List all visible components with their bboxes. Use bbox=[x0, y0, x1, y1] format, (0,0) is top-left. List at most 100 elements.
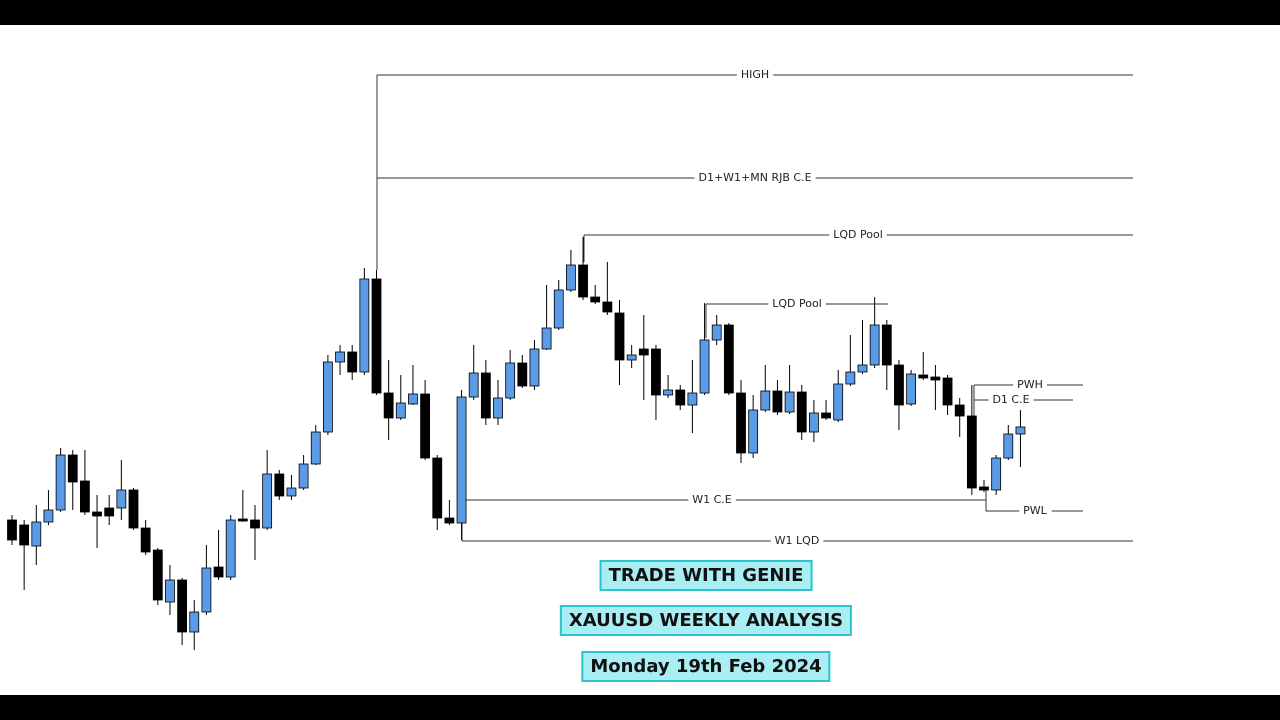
level-label: D1 C.E bbox=[992, 393, 1029, 406]
candle-body bbox=[1003, 433, 1014, 459]
candle-body bbox=[237, 518, 248, 522]
candle-body bbox=[335, 351, 345, 363]
candle-body bbox=[19, 524, 30, 546]
candle-body bbox=[383, 392, 394, 419]
candle-body bbox=[201, 567, 212, 613]
candle-body bbox=[687, 392, 698, 406]
candle-body bbox=[395, 402, 406, 419]
candle-body bbox=[165, 579, 175, 603]
candle-body bbox=[796, 391, 807, 433]
level-label-bg bbox=[736, 68, 774, 81]
level-label: LQD Pool bbox=[772, 297, 822, 310]
candle-body bbox=[663, 389, 673, 396]
candle-body bbox=[493, 397, 503, 419]
candle-body bbox=[578, 264, 588, 298]
candle-body bbox=[772, 390, 783, 413]
candle-body bbox=[213, 566, 224, 578]
top-bar bbox=[0, 0, 1280, 25]
bottom-bar bbox=[0, 695, 1280, 720]
banner: TRADE WITH GENIE bbox=[599, 560, 813, 591]
level-label: PWL bbox=[1023, 504, 1048, 517]
candle-body bbox=[553, 289, 564, 329]
level-label-bg bbox=[1019, 504, 1052, 517]
candle-body bbox=[116, 489, 127, 509]
level-label: LQD Pool bbox=[833, 228, 883, 241]
candle-body bbox=[347, 351, 358, 373]
banner: XAUUSD WEEKLY ANALYSIS bbox=[559, 605, 853, 636]
candle-body bbox=[55, 454, 66, 511]
candle-body bbox=[456, 396, 467, 524]
candle-body bbox=[651, 348, 661, 396]
candle-body bbox=[930, 376, 941, 381]
candle-body bbox=[541, 327, 552, 350]
candle-body bbox=[991, 457, 1002, 491]
candle-body bbox=[590, 296, 601, 303]
candle-body bbox=[833, 383, 844, 421]
candle-body bbox=[602, 301, 613, 313]
candle-body bbox=[918, 374, 929, 379]
candle-body bbox=[675, 389, 686, 406]
candle-body bbox=[723, 324, 734, 394]
candle-body bbox=[942, 377, 953, 406]
candle-body bbox=[614, 312, 625, 361]
candle-body bbox=[638, 348, 649, 356]
candle-body bbox=[954, 404, 965, 417]
candle-body bbox=[966, 415, 977, 489]
candle-body bbox=[748, 409, 759, 454]
candle-body bbox=[177, 579, 188, 633]
level-label-bg bbox=[770, 534, 824, 547]
candle-body bbox=[480, 372, 491, 419]
candle-body bbox=[821, 412, 831, 419]
candle-body bbox=[371, 278, 382, 394]
candle-body bbox=[809, 412, 819, 433]
candle-body bbox=[444, 517, 455, 524]
candle-body bbox=[7, 519, 17, 541]
candle-body bbox=[566, 264, 576, 291]
candle-body bbox=[310, 431, 321, 465]
level-label-bg bbox=[688, 493, 736, 506]
candle-body bbox=[979, 486, 989, 491]
level-label: W1 LQD bbox=[775, 534, 820, 547]
candle-body bbox=[699, 339, 710, 394]
candle-body bbox=[517, 362, 528, 387]
candle-body bbox=[906, 373, 916, 405]
candle-body bbox=[189, 611, 200, 633]
candle-body bbox=[845, 371, 856, 385]
candle-body bbox=[626, 354, 637, 361]
candle-body bbox=[92, 511, 102, 517]
level-label-bg bbox=[694, 171, 816, 184]
level-label-bg bbox=[1013, 378, 1047, 391]
candle-body bbox=[869, 324, 880, 366]
candle-body bbox=[274, 473, 285, 497]
candle-body bbox=[1015, 426, 1026, 435]
candle-body bbox=[505, 362, 516, 399]
candle-body bbox=[468, 372, 479, 398]
candle-body bbox=[298, 463, 309, 489]
candle-body bbox=[250, 519, 260, 529]
candle-body bbox=[432, 457, 443, 519]
candle-body bbox=[140, 527, 151, 553]
level-label: D1+W1+MN RJB C.E bbox=[698, 171, 811, 184]
candle-body bbox=[322, 361, 333, 433]
banner: Monday 19th Feb 2024 bbox=[581, 651, 831, 682]
candle-body bbox=[784, 391, 795, 413]
candle-body bbox=[736, 392, 746, 454]
level-label: W1 C.E bbox=[692, 493, 732, 506]
candle-body bbox=[67, 454, 78, 483]
candle-body bbox=[420, 393, 431, 459]
candle-body bbox=[225, 519, 236, 578]
candle-body bbox=[152, 549, 163, 601]
candle-body bbox=[31, 521, 42, 547]
candle-body bbox=[128, 489, 139, 529]
candle-body bbox=[43, 509, 54, 523]
level-label-bg bbox=[988, 393, 1034, 406]
candle-body bbox=[359, 278, 370, 373]
candle-body bbox=[711, 324, 722, 341]
level-label: PWH bbox=[1017, 378, 1043, 391]
candle-body bbox=[286, 487, 297, 497]
candle-body bbox=[408, 393, 418, 405]
candle-body bbox=[529, 348, 540, 387]
candle-body bbox=[80, 480, 90, 513]
